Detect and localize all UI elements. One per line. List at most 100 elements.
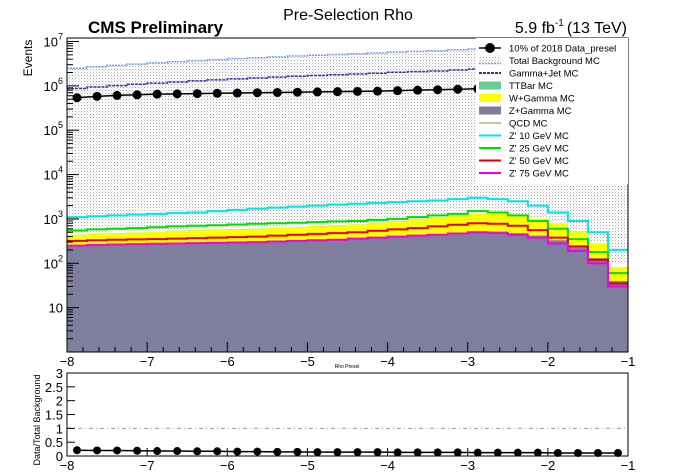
ratio-y-tick-label: 2 — [56, 394, 63, 409]
ratio-point — [173, 447, 182, 456]
legend-swatch-box — [479, 106, 501, 115]
legend-box — [476, 38, 628, 184]
data-point — [212, 88, 222, 98]
data-point — [92, 91, 102, 101]
legend-swatch-box — [479, 56, 501, 65]
luminosity-label: 5.9 fb-1 (13 TeV) — [515, 18, 627, 37]
legend-item-z-25-gev-mc: Z' 25 GeV MC — [479, 144, 569, 155]
legend-label: Z+Gamma MC — [509, 106, 572, 117]
y-tick-label: 102 — [44, 253, 63, 271]
luminosity-exponent: -1 — [555, 18, 564, 29]
y-tick-label: 104 — [44, 165, 63, 183]
data-point — [332, 87, 342, 97]
data-point — [72, 93, 82, 103]
ratio-x-tick-label: −2 — [540, 458, 555, 472]
legend-item-10-of-2018-data-presel: 10% of 2018 Data_presel — [479, 43, 616, 55]
ratio-axes: −8 −7 −6 −5 −4 −3 −2 −1 00.511.522.53 — [45, 366, 635, 472]
ratio-point — [593, 448, 602, 457]
legend-label: W+Gamma MC — [509, 94, 575, 105]
ratio-point — [233, 447, 242, 456]
x-tick-label: −7 — [140, 354, 155, 369]
series-z-gamma-mc-fill — [67, 231, 628, 352]
y-tick-label: 103 — [44, 209, 63, 227]
x-tick-label: −3 — [460, 354, 475, 369]
ratio-y-tick-label: 1 — [56, 421, 63, 436]
legend-item-z-gamma-mc: Z+Gamma MC — [479, 106, 572, 117]
experiment-label: CMS Preliminary — [88, 18, 224, 37]
ratio-point — [533, 448, 542, 457]
ratio-x-tick-label: −8 — [60, 458, 75, 472]
ratio-point — [393, 448, 402, 457]
ratio-y-tick-label: 0.5 — [45, 435, 63, 450]
ratio-point — [373, 448, 382, 457]
ratio-point — [513, 448, 522, 457]
ratio-point — [413, 448, 422, 457]
ratio-point — [353, 448, 362, 457]
legend-label: 10% of 2018 Data_presel — [509, 44, 616, 55]
y-tick-label: 106 — [44, 76, 63, 94]
data-point — [172, 89, 182, 99]
y-axis-label: Events — [21, 40, 35, 77]
x-tick-label: −5 — [300, 354, 315, 369]
y-tick-label: 10 — [49, 301, 63, 316]
data-point — [232, 88, 242, 98]
series-z-10-gev-mc-line — [67, 196, 628, 251]
x-axis-label: Rho Presel — [335, 364, 360, 370]
ratio-x-tick-label: −7 — [140, 458, 155, 472]
legend-item-z-10-gev-mc: Z' 10 GeV MC — [479, 131, 569, 142]
x-tick-label: −1 — [621, 354, 636, 369]
ratio-y-tick-label: 0 — [56, 449, 63, 464]
ratio-point — [453, 448, 462, 457]
x-tick-label: −8 — [60, 354, 75, 369]
ratio-point — [293, 447, 302, 456]
data-point — [292, 87, 302, 97]
legend-item-gamma-jet-mc: Gamma+Jet MC — [479, 69, 579, 80]
series-z-50-gev-mc-line — [67, 222, 628, 285]
ratio-point — [253, 447, 262, 456]
ratio-point — [573, 448, 582, 457]
luminosity-energy: (13 TeV) — [567, 20, 627, 37]
ratio-point — [333, 448, 342, 457]
legend-swatch-marker — [485, 43, 495, 53]
ratio-plot-frame — [66, 372, 629, 457]
legend-swatch-box — [479, 81, 501, 90]
y-tick-label: 107 — [44, 32, 63, 50]
legend-item-qcd-mc: QCD MC — [479, 119, 548, 130]
data-point — [252, 88, 262, 98]
ratio-point — [493, 448, 502, 457]
ratio-point — [553, 448, 562, 457]
data-point — [112, 90, 122, 100]
data-point — [353, 86, 363, 96]
legend-label: TTBar MC — [509, 81, 553, 92]
x-tick-label: −4 — [380, 354, 395, 369]
ratio-x-tick-label: −5 — [300, 458, 315, 472]
data-point — [272, 87, 282, 97]
ratio-x-tick-label: −1 — [621, 458, 636, 472]
data-point — [192, 89, 202, 99]
ratio-y-tick-label: 2.5 — [45, 380, 63, 395]
legend-swatch-box — [479, 94, 501, 102]
data-point — [433, 85, 443, 95]
legend-item-z-50-gev-mc: Z' 50 GeV MC — [479, 156, 569, 167]
chart-title: Pre-Selection Rho — [283, 7, 413, 24]
legend-item-z-75-gev-mc: Z' 75 GeV MC — [479, 169, 569, 180]
ratio-x-tick-label: −4 — [380, 458, 395, 472]
legend-label: Z' 50 GeV MC — [509, 156, 569, 167]
ratio-point — [613, 448, 622, 457]
legend-label: QCD MC — [509, 119, 548, 130]
ratio-point — [93, 446, 102, 455]
ratio-x-tick-label: −6 — [220, 458, 235, 472]
ratio-point — [193, 447, 202, 456]
ratio-point — [113, 446, 122, 455]
data-point — [132, 90, 142, 100]
ratio-y-tick-label: 1.5 — [45, 408, 63, 423]
ratio-series-line — [77, 449, 618, 454]
data-point — [393, 86, 403, 96]
data-point — [453, 84, 463, 94]
main-plot-frame — [66, 37, 629, 353]
x-tick-label: −2 — [540, 354, 555, 369]
ratio-point — [433, 448, 442, 457]
legend-item-total-background-mc: Total Background MC — [479, 56, 600, 67]
